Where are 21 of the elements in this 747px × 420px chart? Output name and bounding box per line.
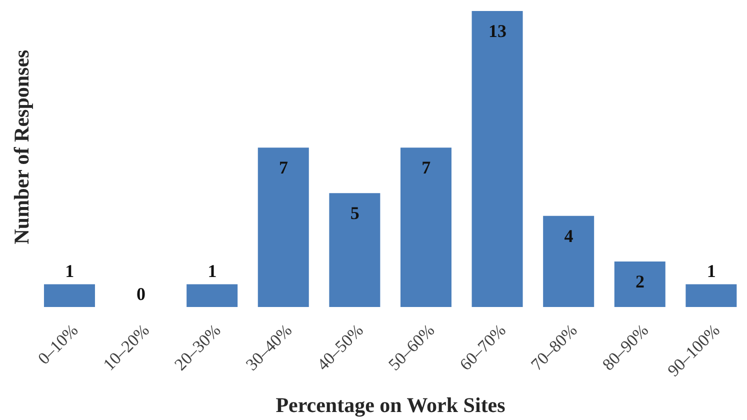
- data-label: 13: [488, 21, 506, 41]
- data-label: 1: [65, 261, 74, 282]
- data-label: 5: [350, 203, 360, 224]
- data-label: 2: [636, 271, 645, 292]
- data-label: 4: [564, 226, 574, 246]
- bar: [258, 148, 309, 307]
- bar: [329, 193, 380, 307]
- data-label: 0: [136, 284, 146, 304]
- x-axis-title: Percentage on Work Sites: [276, 393, 506, 417]
- bar: [472, 11, 523, 307]
- bar: [44, 284, 95, 307]
- y-axis-title: Number of Responses: [9, 50, 34, 244]
- bar: [400, 148, 452, 307]
- bar: [686, 284, 737, 307]
- data-label: 7: [279, 158, 288, 178]
- bar: [614, 261, 666, 307]
- data-label: 1: [208, 261, 217, 282]
- bar: [186, 284, 238, 307]
- bar: [543, 216, 594, 307]
- data-label: 7: [422, 158, 431, 178]
- data-label: 1: [706, 261, 716, 282]
